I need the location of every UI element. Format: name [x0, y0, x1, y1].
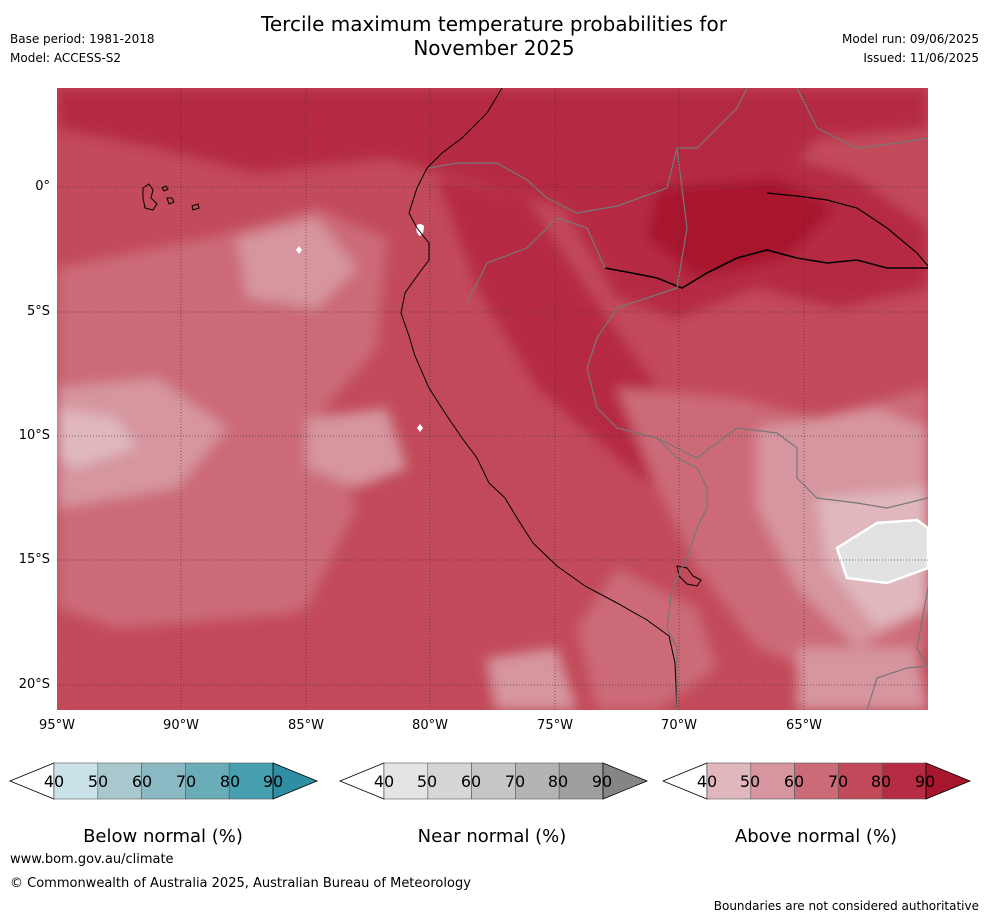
colorbar-near-normal: [338, 762, 649, 800]
colorbar-above-normal: [661, 762, 972, 800]
cb-near-title: Near normal (%): [417, 826, 567, 847]
cb-above-tick: 40: [696, 772, 718, 791]
highlight-point: [417, 424, 423, 432]
colorbar-segment: [881, 762, 927, 800]
highlight-point: [416, 224, 424, 236]
colorbar-segment: [838, 762, 883, 800]
lat-label-10s: 10°S: [18, 428, 50, 443]
cb-below-tick: 40: [43, 772, 65, 791]
lon-label-75w: 75°W: [537, 718, 573, 733]
region-south-east-above-50: [797, 648, 928, 710]
issued-date: Issued: 11/06/2025: [863, 51, 979, 65]
lon-label-65w: 65°W: [786, 718, 822, 733]
cb-below-tick: 70: [175, 772, 197, 791]
colorbar-below-normal: [8, 762, 319, 800]
cb-below-tick: 60: [131, 772, 153, 791]
model-name: Model: ACCESS-S2: [10, 51, 122, 65]
amazon-river: [604, 249, 928, 289]
cb-below-tick: 90: [262, 772, 284, 791]
region-south-central-above-60: [577, 568, 717, 710]
cb-above-tick: 60: [783, 772, 805, 791]
country-borders: [428, 88, 928, 710]
cb-above-tick: 90: [914, 772, 936, 791]
footer-url: www.bom.gov.au/climate: [10, 852, 174, 867]
lon-label-80w: 80°W: [412, 718, 448, 733]
cb-above-title: Above normal (%): [734, 826, 898, 847]
region-above-90: [647, 178, 837, 278]
cb-below-tick: 50: [87, 772, 109, 791]
cb-near-tick: 80: [547, 772, 569, 791]
region-south-above-50: [487, 648, 577, 710]
colorbar-segment: [228, 762, 274, 800]
colorbar-segment: [515, 762, 560, 800]
cb-near-tick: 60: [460, 772, 482, 791]
region-coast-above-70: [387, 228, 557, 618]
lon-label-90w: 90°W: [163, 718, 199, 733]
colorbar-arrow-high: [272, 762, 319, 800]
highlight-point: [296, 246, 302, 254]
colorbar-arrow-high: [925, 762, 972, 800]
cb-near-tick: 40: [373, 772, 395, 791]
map-title: Tercile maximum temperature probabilitie…: [0, 12, 988, 60]
cb-near-tick: 90: [591, 772, 613, 791]
colorbar-arrow-high: [602, 762, 649, 800]
cb-near-tick: 70: [504, 772, 526, 791]
footer-disclaimer: Boundaries are not considered authoritat…: [713, 899, 979, 913]
title-line-2: November 2025: [413, 36, 575, 60]
model-run: Model run: 09/06/2025: [841, 32, 979, 46]
colorbar-legend: [8, 762, 972, 800]
colorbar-segment: [794, 762, 839, 800]
colorbar-segment: [706, 762, 752, 800]
colorbar-segment: [427, 762, 472, 800]
region-west-above-40: [57, 408, 137, 468]
galapagos-islands: [142, 183, 200, 211]
lat-label-0: 0°: [35, 179, 50, 194]
graticule: [57, 88, 928, 710]
region-central-above-50: [307, 408, 407, 488]
rio-negro: [766, 192, 928, 267]
base-period: Base period: 1981-2018: [10, 32, 155, 46]
cb-below-title: Below normal (%): [83, 826, 243, 847]
title-line-1: Tercile maximum temperature probabilitie…: [261, 12, 727, 36]
region-ocean-above-50: [237, 218, 357, 308]
probability-map: [57, 88, 928, 710]
region-south-above-70: [57, 608, 537, 710]
colorbar-segment: [471, 762, 516, 800]
lat-label-5s: 5°S: [26, 304, 50, 319]
coastline: [400, 88, 678, 710]
cb-above-tick: 70: [827, 772, 849, 791]
lat-label-15s: 15°S: [18, 552, 50, 567]
lake-titicaca: [676, 565, 702, 587]
colorbar-segment: [383, 762, 429, 800]
lat-label-20s: 20°S: [18, 677, 50, 692]
colorbar-segment: [750, 762, 795, 800]
cb-above-tick: 50: [739, 772, 761, 791]
footer-copyright: © Commonwealth of Australia 2025, Austra…: [10, 876, 471, 891]
colorbar-segment: [97, 762, 142, 800]
colorbar-segment: [185, 762, 230, 800]
lon-label-70w: 70°W: [661, 718, 697, 733]
cb-near-tick: 50: [416, 772, 438, 791]
colorbar-segment: [141, 762, 186, 800]
near-normal-region: [835, 518, 928, 585]
lon-label-95w: 95°W: [39, 718, 75, 733]
region-west-above-50: [57, 378, 227, 508]
lon-label-85w: 85°W: [288, 718, 324, 733]
cb-above-tick: 80: [870, 772, 892, 791]
cb-below-tick: 80: [219, 772, 241, 791]
